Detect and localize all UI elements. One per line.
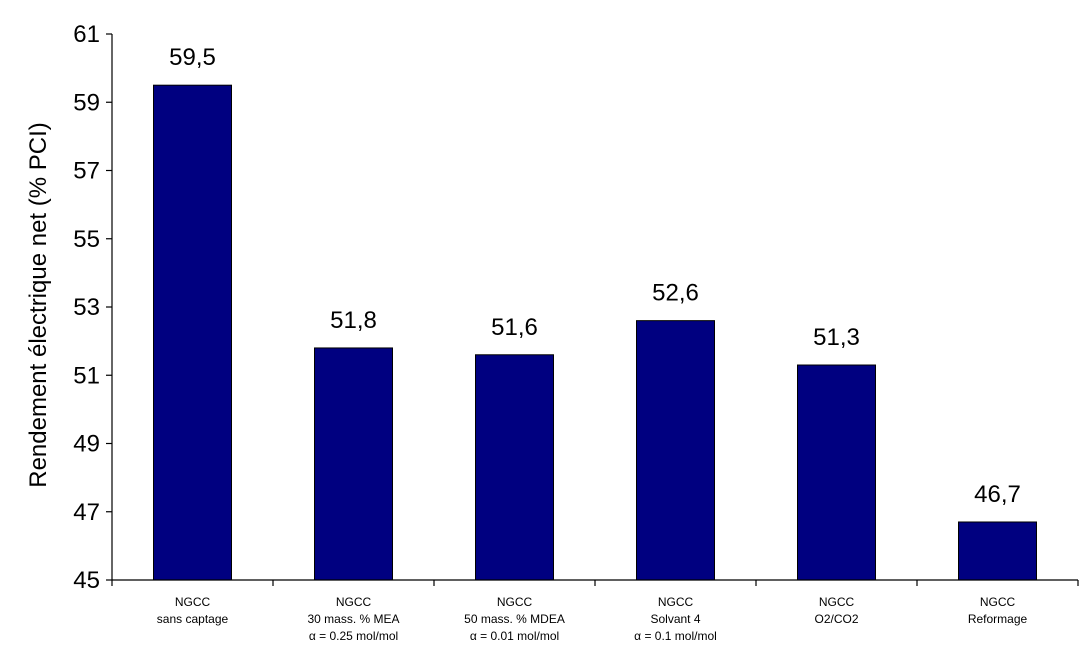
y-tick-label: 45: [73, 567, 100, 594]
data-label: 51,8: [330, 307, 377, 334]
category-label: α = 0.1 mol/mol: [634, 629, 717, 643]
bar: [475, 354, 554, 581]
bar: [797, 364, 876, 581]
category-label: α = 0.01 mol/mol: [470, 629, 559, 643]
y-tick-label: 49: [73, 431, 100, 458]
y-axis-title: Rendement électrique net (% PCI): [25, 122, 52, 488]
category-label: α = 0.25 mol/mol: [309, 629, 398, 643]
y-tick-label: 47: [73, 499, 100, 526]
category-labels: NGCC sans captage NGCC 30 mass. % MEA α = 0.…: [157, 595, 1028, 643]
y-tick-label: 53: [73, 294, 100, 321]
category-label: Solvant 4: [650, 612, 700, 626]
category-label: NGCC: [980, 595, 1016, 609]
category-label: O2/CO2: [814, 612, 858, 626]
bar: [958, 521, 1037, 581]
data-label: 51,6: [491, 314, 538, 341]
bar: [153, 84, 232, 581]
y-axis-ticks: 45 47 49 51 53 55 57 59 61: [73, 21, 112, 594]
y-tick-label: 51: [73, 362, 100, 389]
y-tick-label: 57: [73, 158, 100, 185]
bar: [636, 320, 715, 581]
category-label: NGCC: [497, 595, 533, 609]
category-label: NGCC: [819, 595, 855, 609]
data-label: 52,6: [652, 280, 699, 307]
y-tick-label: 55: [73, 226, 100, 253]
x-axis-ticks: [111, 580, 1079, 586]
y-tick-label: 61: [73, 21, 100, 48]
bars: [153, 84, 1037, 581]
category-label: 50 mass. % MDEA: [464, 612, 565, 626]
category-label: Reformage: [968, 612, 1028, 626]
data-label: 59,5: [169, 44, 216, 71]
category-label: NGCC: [175, 595, 211, 609]
y-tick-label: 59: [73, 89, 100, 116]
category-label: sans captage: [157, 612, 229, 626]
bar: [314, 347, 393, 581]
data-label: 51,3: [813, 324, 860, 351]
data-labels: 59,5 51,8 51,6 52,6 51,3 46,7: [169, 44, 1021, 508]
category-label: 30 mass. % MEA: [307, 612, 399, 626]
category-label: NGCC: [658, 595, 694, 609]
category-label: NGCC: [336, 595, 372, 609]
data-label: 46,7: [974, 481, 1021, 508]
